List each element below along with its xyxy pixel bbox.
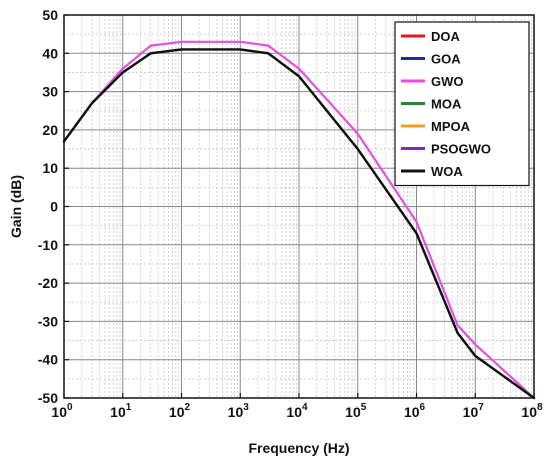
grid-lines	[63, 14, 534, 399]
legend-item-woa: WOA	[401, 164, 463, 179]
x-tick-label: 104	[286, 402, 308, 420]
x-tick-base: 10	[521, 404, 537, 420]
x-tick-exponent: 1	[126, 402, 132, 413]
legend-label: MOA	[431, 97, 462, 112]
x-tick-label: 102	[169, 402, 191, 420]
x-tick-label: 105	[345, 402, 367, 420]
x-tick-label: 106	[404, 402, 426, 420]
y-tick-label: 50	[42, 7, 58, 23]
x-tick-base: 10	[345, 404, 361, 420]
legend-label: DOA	[431, 29, 461, 44]
y-tick-label: 0	[50, 199, 58, 215]
series-line-woa	[62, 48, 536, 400]
x-tick-label: 103	[228, 402, 250, 420]
y-tick-label: -30	[38, 313, 58, 329]
x-tick-exponent: 7	[478, 402, 484, 413]
x-axis-ticks: 100 101 102 103 104 105 106 107 108	[51, 393, 543, 420]
legend-item-doa: DOA	[401, 29, 461, 44]
x-tick-base: 10	[404, 404, 420, 420]
x-tick-exponent: 5	[361, 402, 367, 413]
y-tick-label: 10	[42, 160, 58, 176]
x-tick-base: 10	[228, 404, 244, 420]
x-tick-label: 101	[110, 402, 132, 420]
legend-label: WOA	[431, 164, 463, 179]
legend-item-moa: MOA	[401, 97, 462, 112]
x-tick-exponent: 3	[243, 402, 249, 413]
legend-label: MPOA	[431, 119, 471, 134]
x-tick-exponent: 6	[420, 402, 426, 413]
y-tick-label: -50	[38, 390, 58, 406]
legend-label: GWO	[431, 74, 464, 89]
series-line-gwo	[62, 40, 536, 400]
x-tick-base: 10	[51, 404, 67, 420]
x-tick-base: 10	[169, 404, 185, 420]
x-tick-exponent: 2	[185, 402, 191, 413]
y-tick-label: 40	[42, 45, 58, 61]
x-tick-exponent: 0	[67, 402, 73, 413]
legend-item-psogwo: PSOGWO	[401, 142, 491, 157]
legend-label: GOA	[431, 52, 461, 67]
x-tick-exponent: 4	[302, 402, 308, 413]
legend: DOA GOA GWO MOA MPOA PSOGWO WOA	[394, 21, 530, 187]
y-tick-label: -20	[38, 275, 58, 291]
x-tick-base: 10	[463, 404, 479, 420]
legend-label: PSOGWO	[431, 142, 491, 157]
y-axis-label: Gain (dB)	[8, 175, 24, 238]
x-axis-label: Frequency (Hz)	[248, 440, 349, 456]
legend-item-mpoa: MPOA	[401, 119, 471, 134]
x-tick-base: 10	[110, 404, 126, 420]
x-tick-label: 108	[521, 402, 543, 420]
legend-item-goa: GOA	[401, 52, 461, 67]
x-tick-exponent: 8	[537, 402, 543, 413]
legend-item-gwo: GWO	[401, 74, 464, 89]
y-axis-ticks: 50 40 30 20 10 0 -10 -20 -30 -40 -50	[38, 7, 69, 406]
y-tick-label: 20	[42, 122, 58, 138]
x-tick-base: 10	[286, 404, 302, 420]
x-tick-label: 100	[51, 402, 73, 420]
y-tick-label: -40	[38, 352, 58, 368]
y-tick-label: -10	[38, 237, 58, 253]
x-tick-label: 107	[463, 402, 485, 420]
series-lines	[62, 40, 536, 400]
y-tick-label: 30	[42, 84, 58, 100]
